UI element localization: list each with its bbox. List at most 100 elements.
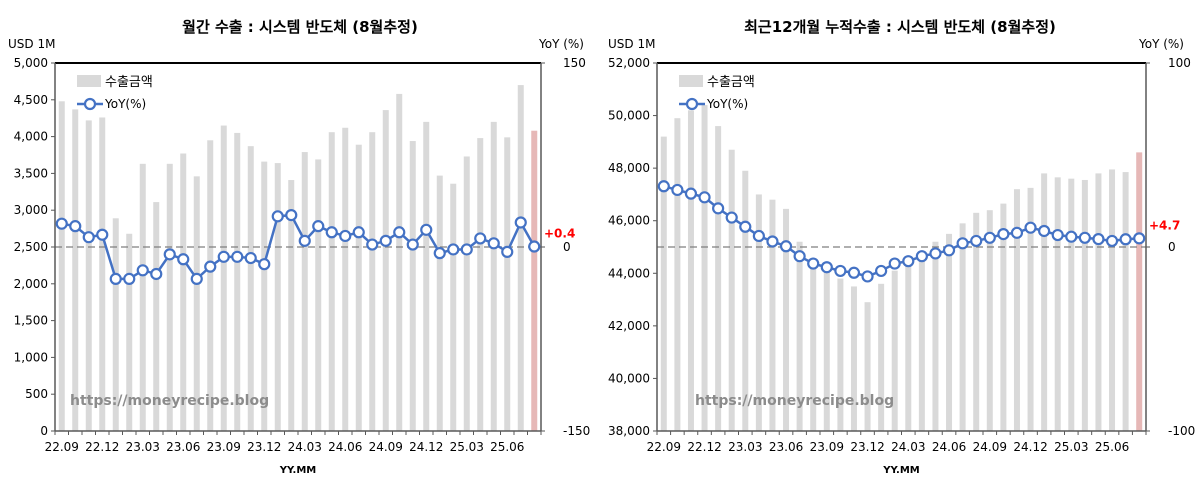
- left-tick-label: 1,000: [14, 350, 48, 364]
- yoy-point-25.02: [1051, 228, 1064, 242]
- bar-25.01: [1041, 173, 1048, 431]
- x-tick-label: 23.06: [769, 440, 803, 454]
- yoy-point-23.08: [204, 260, 217, 273]
- bar-23.10: [234, 132, 241, 432]
- bar-25.01: [436, 175, 443, 431]
- bar-24.10: [396, 93, 403, 432]
- legend-line-marker: [685, 97, 699, 111]
- yoy-point-24.04: [915, 250, 928, 263]
- yoy-point-23.05: [766, 235, 779, 248]
- left-tick-label: 1,500: [14, 314, 48, 328]
- yoy-point-22.10: [69, 220, 82, 233]
- yoy-point-25.08: [1133, 232, 1146, 245]
- yoy-point-23.09: [820, 261, 833, 274]
- bar-22.11: [687, 110, 694, 432]
- yoy-point-24.10: [997, 228, 1010, 241]
- yoy-point-23.11: [847, 266, 861, 279]
- yoy-point-23.04: [752, 229, 765, 243]
- bar-23.04: [755, 194, 762, 431]
- yoy-point-24.06: [339, 229, 352, 243]
- yoy-point-23.10: [834, 264, 847, 278]
- yoy-point-22.09: [55, 217, 68, 230]
- left-tick-label: 2,000: [14, 277, 48, 291]
- legend-bar-swatch: [77, 75, 101, 87]
- bar-24.12: [1027, 187, 1034, 431]
- x-tick-label: 23.03: [728, 440, 762, 454]
- bar-24.06: [342, 127, 349, 431]
- bar-24.01: [274, 163, 281, 431]
- yoy-point-24.01: [271, 210, 284, 223]
- bar-23.06: [180, 153, 187, 431]
- yoy-point-23.07: [793, 250, 806, 263]
- bar-24.10: [1000, 203, 1007, 431]
- x-tick-label: 24.09: [973, 440, 1007, 454]
- x-tick-label: 25.06: [1095, 440, 1129, 454]
- yoy-point-23.10: [231, 250, 244, 263]
- yoy-point-24.04: [312, 220, 325, 233]
- yoy-point-23.08: [807, 257, 820, 270]
- bar-25.05: [1095, 173, 1102, 431]
- left-tick-label: 48,000: [608, 161, 650, 175]
- bar-22.09: [58, 101, 65, 431]
- yoy-point-24.08: [366, 238, 379, 251]
- bar-24.12: [423, 121, 430, 431]
- yoy-point-23.01: [712, 202, 725, 215]
- right-axis-unit: YoY (%): [538, 37, 584, 51]
- yoy-point-25.05: [487, 237, 500, 250]
- bar-23.07: [193, 176, 200, 431]
- yoy-point-23.07: [190, 272, 203, 285]
- yoy-point-25.07: [1119, 233, 1132, 246]
- bar-25.08: [531, 130, 538, 431]
- bar-24.05: [328, 132, 335, 431]
- left-tick-label: 44,000: [608, 266, 650, 280]
- bar-23.11: [247, 146, 254, 431]
- yoy-point-24.11: [406, 238, 419, 251]
- bar-22.11: [85, 120, 92, 432]
- x-tick-label: 23.06: [166, 440, 200, 454]
- x-tick-label: 23.09: [810, 440, 844, 454]
- legend-line-label: YoY(%): [104, 97, 146, 111]
- yoy-point-24.11: [1010, 226, 1024, 239]
- yoy-point-24.06: [942, 244, 956, 257]
- bar-23.03: [139, 163, 146, 431]
- yoy-point-25.03: [460, 243, 473, 256]
- yoy-point-24.03: [902, 255, 915, 268]
- yoy-point-24.07: [956, 237, 969, 250]
- right-tick-label: 0: [1168, 240, 1176, 254]
- x-tick-label: 22.12: [687, 440, 721, 454]
- bar-23.12: [261, 161, 268, 431]
- yoy-point-23.02: [725, 211, 738, 224]
- bar-24.04: [918, 252, 925, 431]
- bar-22.10: [674, 118, 681, 431]
- left-axis-unit: USD 1M: [8, 37, 55, 51]
- yoy-point-23.02: [123, 272, 136, 285]
- chart-title: 월간 수출 : 시스템 반도체 (8월추정): [182, 18, 418, 36]
- bar-23.08: [810, 265, 817, 431]
- yoy-point-23.11: [244, 251, 257, 265]
- left-axis-unit: USD 1M: [608, 37, 655, 51]
- bar-24.11: [1013, 189, 1020, 431]
- bar-24.03: [905, 260, 912, 431]
- x-tick-label: 24.09: [369, 440, 403, 454]
- bar-24.04: [315, 159, 322, 431]
- yoy-point-24.12: [1024, 221, 1037, 234]
- left-tick-label: 4,500: [14, 93, 48, 107]
- bar-23.12: [864, 302, 871, 431]
- yoy-point-24.05: [325, 226, 338, 239]
- right-tick-label: -100: [1168, 424, 1195, 438]
- bar-25.04: [1081, 179, 1088, 431]
- bar-24.09: [382, 110, 389, 431]
- x-tick-label: 24.03: [288, 440, 322, 454]
- last-value-annotation: +4.7: [1149, 218, 1180, 232]
- bar-25.05: [490, 121, 497, 431]
- bar-22.09: [660, 136, 667, 431]
- x-tick-label: 25.03: [1054, 440, 1088, 454]
- yoy-point-23.03: [739, 220, 752, 233]
- bar-25.08: [1136, 152, 1143, 431]
- yoy-point-25.06: [1105, 234, 1119, 248]
- legend-bar-swatch: [679, 75, 703, 87]
- left-tick-label: 3,000: [14, 203, 48, 217]
- yoy-point-25.05: [1092, 232, 1105, 246]
- yoy-point-23.06: [177, 253, 190, 266]
- legend-line-label: YoY(%): [706, 97, 748, 111]
